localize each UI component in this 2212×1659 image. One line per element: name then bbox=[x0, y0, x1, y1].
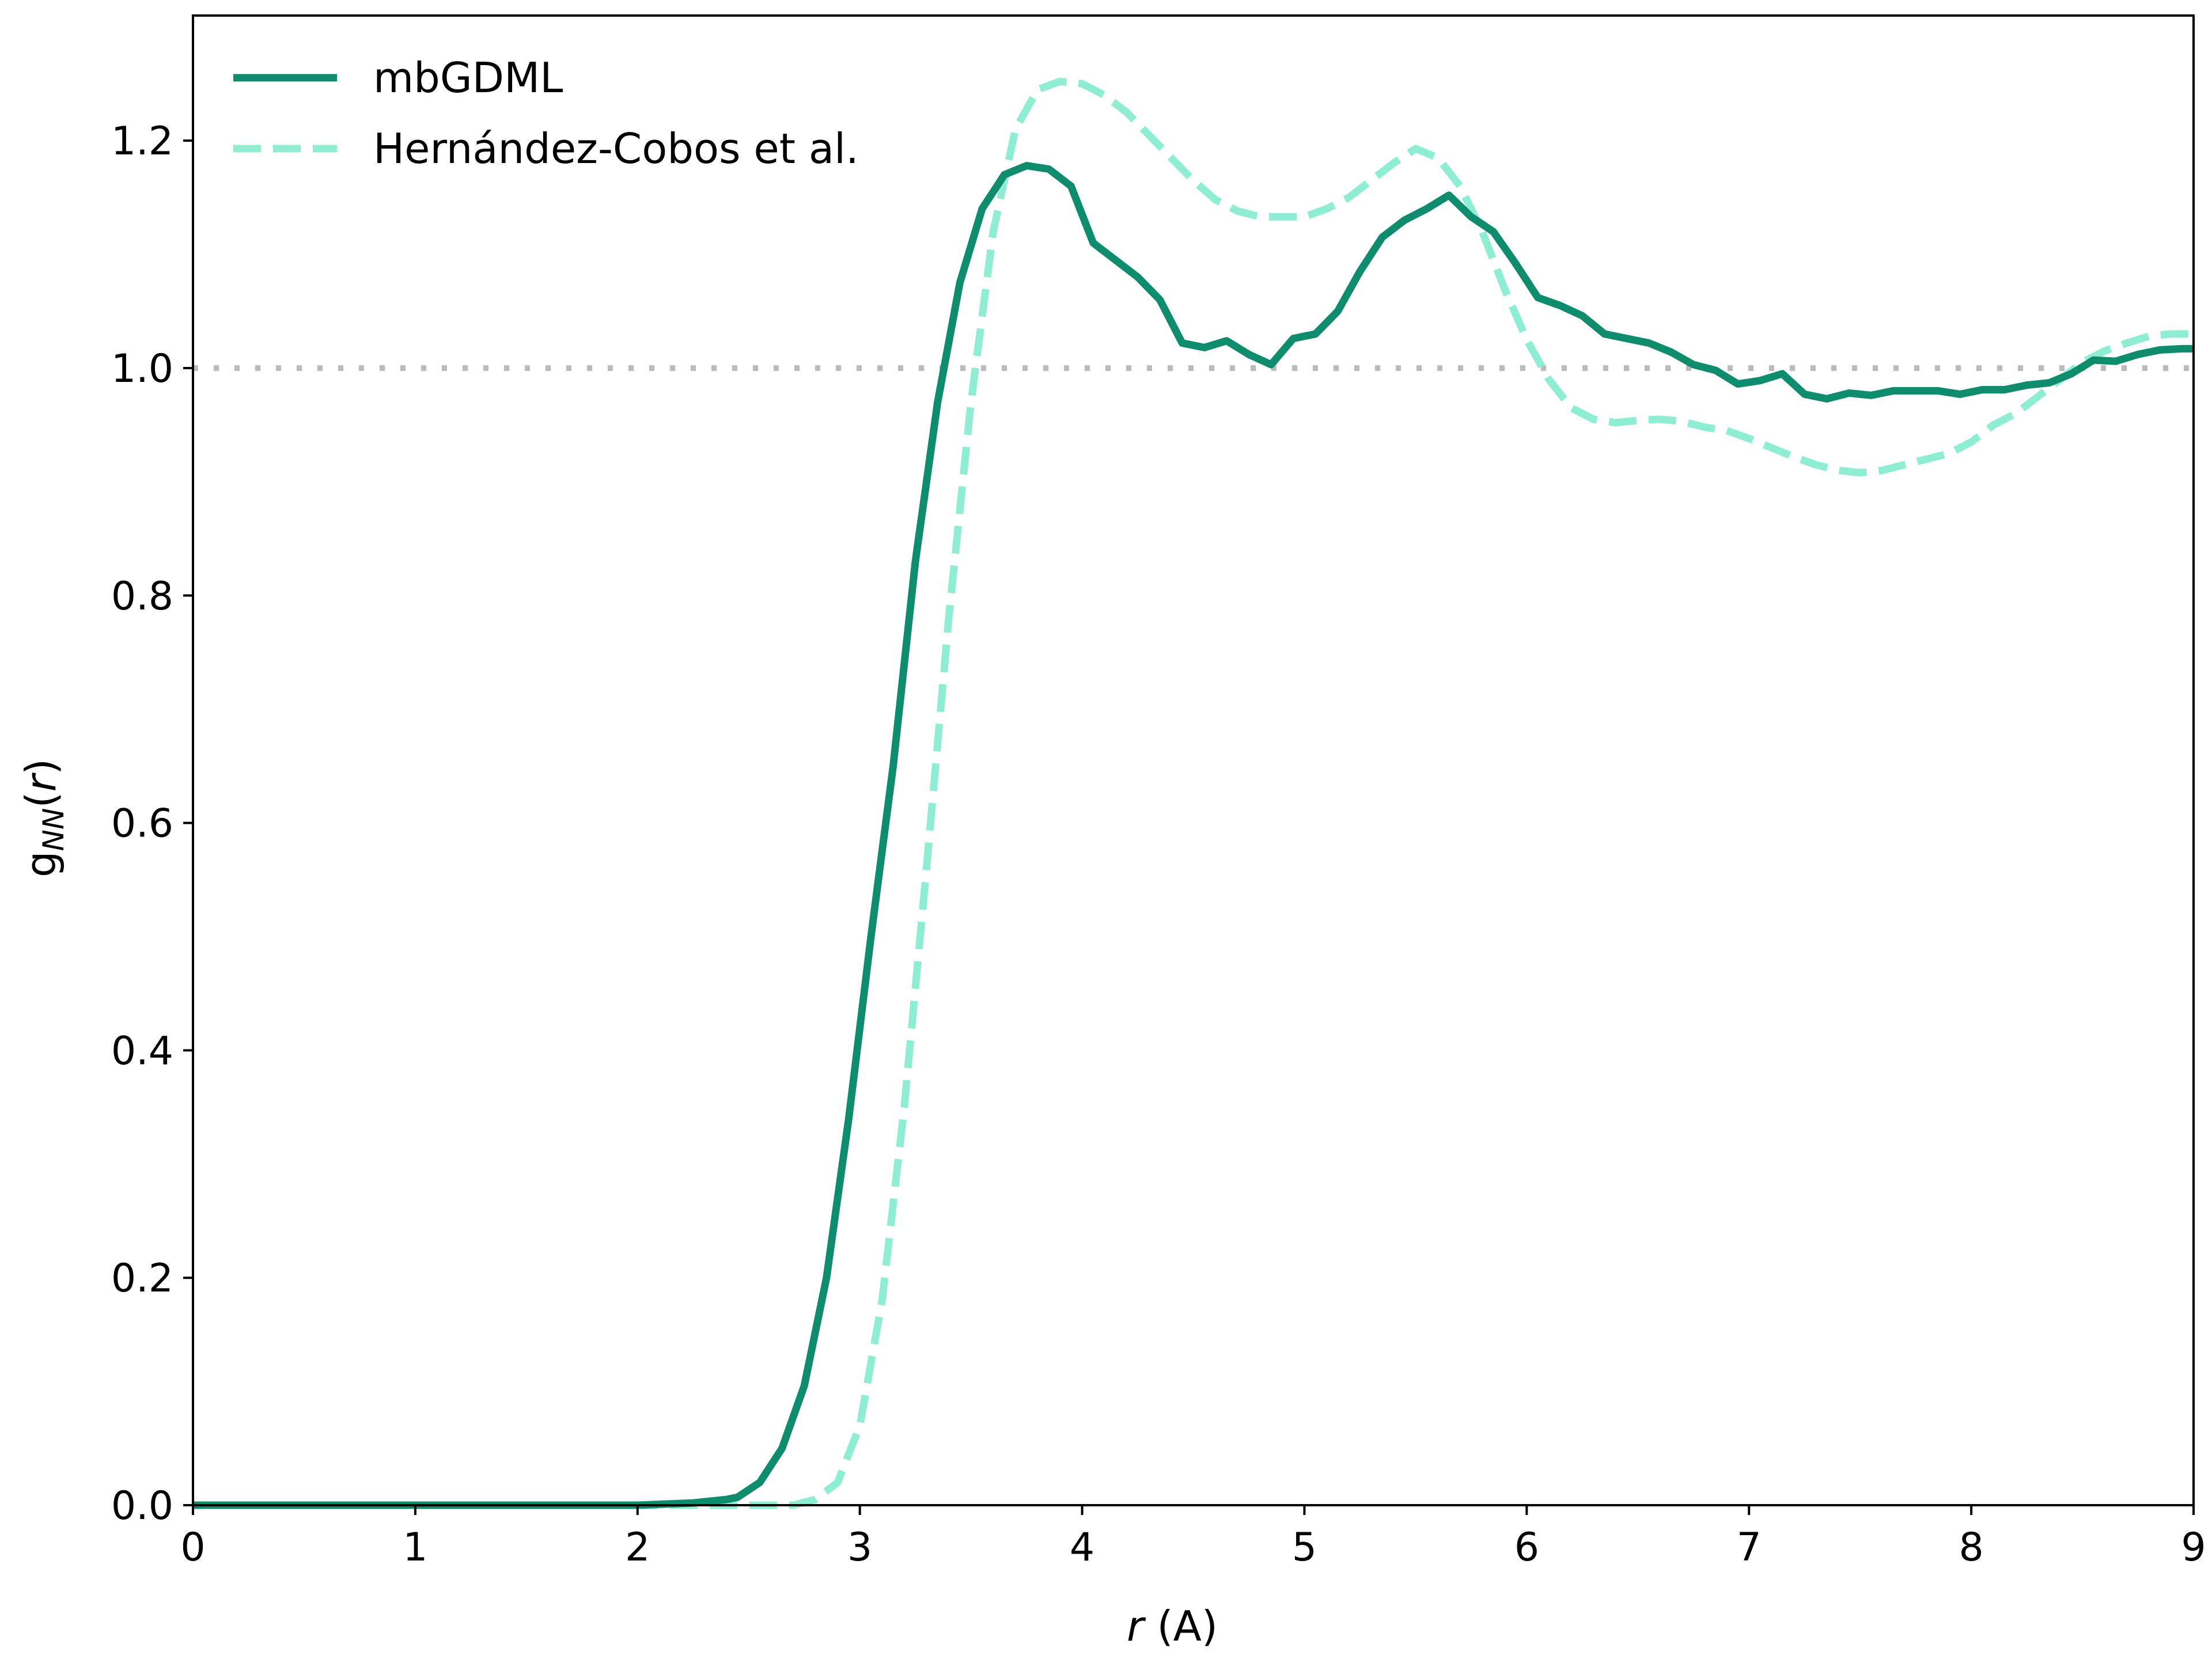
data-point bbox=[937, 402, 938, 403]
legend: mbGDML Hernández-Cobos et al. bbox=[233, 54, 859, 173]
data-point bbox=[1815, 464, 1816, 465]
data-point bbox=[2037, 396, 2038, 397]
y-axis-label: gNN(r) bbox=[17, 759, 70, 877]
data-point bbox=[2093, 360, 2094, 361]
y-axis-label-sub: NN bbox=[37, 808, 70, 851]
data-point bbox=[1293, 338, 1294, 339]
series-line-hernandez-cobos bbox=[193, 78, 2194, 1509]
data-point bbox=[1882, 470, 1883, 471]
x-tick-label: 6 bbox=[1514, 1525, 1539, 1570]
x-tick-label: 0 bbox=[180, 1525, 205, 1570]
series-hernandez-cobos bbox=[193, 78, 2194, 1509]
y-axis: 0.0 0.2 0.4 0.6 0.8 1.0 1.2 bbox=[111, 119, 193, 1529]
data-point bbox=[1059, 81, 1060, 82]
data-point bbox=[1104, 95, 1105, 96]
x-tick-label: 5 bbox=[1292, 1525, 1317, 1570]
x-tick-label: 8 bbox=[1959, 1525, 1983, 1570]
y-axis-label-main: g bbox=[17, 851, 65, 877]
y-tick-label: 0.0 bbox=[111, 1483, 173, 1529]
y-tick-label: 0.8 bbox=[111, 574, 173, 619]
data-point bbox=[2049, 382, 2050, 383]
series-line-mbgdml bbox=[193, 162, 2194, 1509]
data-point bbox=[1804, 394, 1805, 395]
data-point bbox=[1782, 373, 1783, 374]
data-point bbox=[1726, 430, 1727, 431]
data-point bbox=[1248, 354, 1249, 355]
y-tick-label: 1.2 bbox=[111, 119, 173, 164]
data-point bbox=[1860, 472, 1861, 473]
data-point bbox=[2004, 389, 2005, 390]
x-axis-label-unit: (A) bbox=[1144, 1602, 1218, 1650]
data-point bbox=[1626, 338, 1627, 339]
series-layer bbox=[193, 78, 2194, 1509]
data-point bbox=[1404, 220, 1405, 221]
data-point bbox=[1982, 389, 1983, 390]
data-point bbox=[1682, 421, 1683, 422]
y-tick-label: 1.0 bbox=[111, 346, 173, 392]
data-point bbox=[1537, 297, 1538, 298]
y-axis-label-arg: r bbox=[17, 772, 65, 792]
data-point bbox=[870, 936, 871, 937]
plot-frame bbox=[192, 14, 2195, 1506]
y-tick-label: 0.2 bbox=[111, 1256, 173, 1301]
data-point bbox=[726, 1499, 727, 1500]
legend-label-hernandez-cobos: Hernández-Cobos et al. bbox=[373, 124, 859, 173]
x-tick-label: 7 bbox=[1737, 1525, 1762, 1570]
x-tick-label: 4 bbox=[1070, 1525, 1094, 1570]
data-point bbox=[1615, 422, 1616, 423]
x-axis-label: r (A) bbox=[1127, 1602, 1218, 1650]
data-point bbox=[1671, 352, 1672, 353]
legend-label-mbgdml: mbGDML bbox=[373, 54, 563, 102]
data-point bbox=[1215, 199, 1216, 200]
x-tick-label: 3 bbox=[847, 1525, 872, 1570]
data-point bbox=[1548, 379, 1549, 380]
series-mbgdml bbox=[193, 162, 2194, 1509]
x-axis-label-var: r bbox=[1127, 1602, 1146, 1650]
data-point bbox=[926, 868, 927, 869]
data-point bbox=[1871, 395, 1872, 396]
data-point bbox=[1359, 271, 1360, 272]
data-point bbox=[1037, 89, 1038, 90]
data-point bbox=[915, 561, 916, 562]
data-point bbox=[859, 1425, 860, 1426]
data-point bbox=[1504, 288, 1505, 289]
data-point bbox=[1204, 347, 1205, 348]
data-point bbox=[1371, 180, 1372, 181]
x-tick-label: 9 bbox=[2181, 1525, 2206, 1570]
data-point bbox=[1415, 148, 1416, 149]
data-point bbox=[1015, 129, 1016, 130]
data-point bbox=[2115, 361, 2116, 362]
data-point bbox=[804, 1385, 805, 1386]
data-point bbox=[1904, 464, 1905, 465]
x-axis: 0 1 2 3 4 5 6 7 8 9 bbox=[180, 1505, 2206, 1570]
data-point bbox=[815, 1499, 816, 1500]
y-tick-label: 0.6 bbox=[111, 801, 173, 847]
data-point bbox=[1193, 180, 1194, 181]
y-tick-label: 0.4 bbox=[111, 1028, 173, 1074]
data-point bbox=[1437, 157, 1438, 158]
x-tick-label: 2 bbox=[625, 1525, 650, 1570]
y-axis-label-close: ) bbox=[17, 759, 65, 775]
data-point bbox=[737, 1497, 738, 1498]
y-axis-label-open: ( bbox=[17, 792, 65, 808]
data-point bbox=[1793, 456, 1794, 457]
x-tick-label: 1 bbox=[403, 1525, 427, 1570]
data-point bbox=[1226, 340, 1227, 341]
